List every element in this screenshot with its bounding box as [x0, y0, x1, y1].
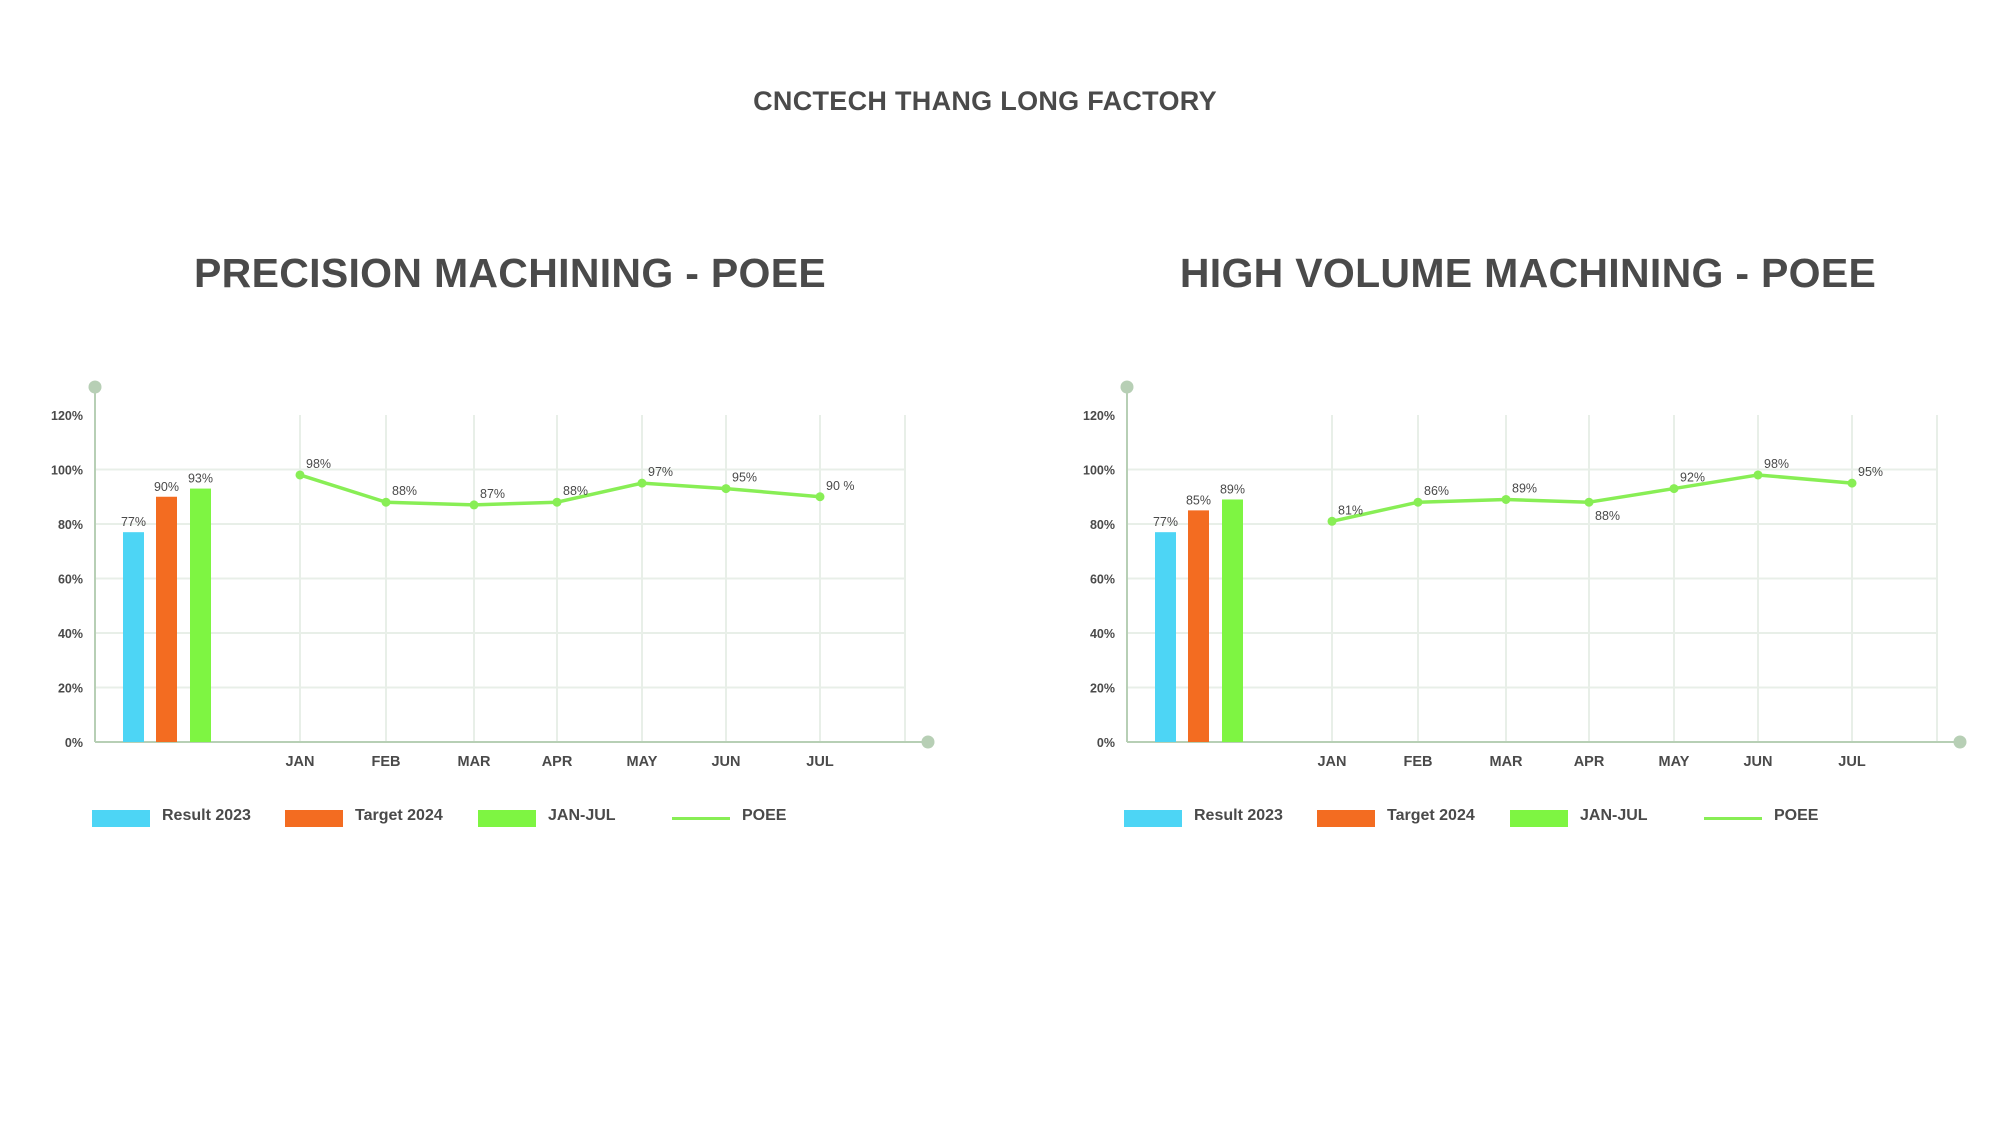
- poee-value-label: 88%: [1595, 509, 1620, 523]
- poee-point: [721, 484, 731, 494]
- bar: [190, 488, 211, 742]
- x-tick-label: APR: [1574, 754, 1605, 770]
- x-tick-label: MAR: [1489, 754, 1523, 770]
- bar: [1155, 532, 1176, 742]
- poee-point: [381, 497, 391, 507]
- poee-point: [1669, 484, 1679, 494]
- x-tick-label: FEB: [372, 754, 401, 770]
- y-tick-label: 40%: [1090, 627, 1115, 641]
- poee-value-label: 86%: [1424, 484, 1449, 498]
- y-tick-label: 100%: [51, 464, 83, 478]
- x-tick-label: JAN: [285, 754, 314, 770]
- legend-swatch-target-2024: [285, 810, 343, 827]
- poee-value-label: 89%: [1512, 481, 1537, 495]
- poee-point: [1327, 516, 1337, 526]
- y-tick-label: 40%: [58, 627, 83, 641]
- legend-line-poee: [672, 817, 730, 820]
- bar-value-label: 90%: [154, 480, 179, 494]
- x-tick-label: JUN: [1743, 754, 1772, 770]
- chart-precision-poee: 0% 20% 40% 60% 80% 100% 120% 77% 90% 93% JAN FEB MAR…: [51, 380, 935, 770]
- page-title: CNCTECH THANG LONG FACTORY: [753, 86, 1217, 116]
- bar-value-label: 77%: [1153, 515, 1178, 529]
- y-tick-label: 100%: [1083, 464, 1115, 478]
- poee-value-label: 90 %: [826, 479, 855, 493]
- bar-value-label: 89%: [1220, 482, 1245, 496]
- poee-point: [1584, 497, 1594, 507]
- bar: [123, 532, 144, 742]
- poee-value-label: 81%: [1338, 503, 1363, 517]
- x-tick-label: MAY: [627, 754, 658, 770]
- bar: [156, 496, 177, 742]
- y-tick-label: 120%: [51, 409, 83, 423]
- y-tick-label: 20%: [58, 682, 83, 696]
- x-tick-label: MAY: [1659, 754, 1690, 770]
- chart-title-high-volume: HIGH VOLUME MACHINING - POEE: [1179, 250, 1877, 296]
- poee-value-label: 98%: [1764, 457, 1789, 471]
- legend-label: JAN-JUL: [1580, 807, 1648, 824]
- poee-value-label: 98%: [306, 457, 331, 471]
- legend-swatch-result-2023: [92, 810, 150, 827]
- x-tick-label: JUL: [1838, 754, 1866, 770]
- poee-point: [1413, 497, 1423, 507]
- legend-label: Result 2023: [1194, 807, 1283, 824]
- poee-point: [637, 478, 647, 488]
- poee-value-label: 97%: [648, 465, 673, 479]
- poee-value-label: 95%: [732, 471, 757, 485]
- legend-label: POEE: [1774, 807, 1819, 824]
- poee-value-label: 88%: [563, 484, 588, 498]
- y-tick-label: 0%: [1097, 736, 1115, 750]
- y-tick-label: 20%: [1090, 682, 1115, 696]
- poee-line: [1331, 473, 1853, 523]
- poee-value-label: 88%: [392, 484, 417, 498]
- bar: [1222, 499, 1243, 742]
- y-tick-label: 60%: [58, 573, 83, 587]
- legend-swatch-target-2024: [1317, 810, 1375, 827]
- x-tick-label: JUN: [711, 754, 740, 770]
- bar-value-label: 85%: [1186, 493, 1211, 507]
- poee-point: [1753, 470, 1763, 480]
- poee-point: [552, 497, 562, 507]
- x-axis-end-marker: [1953, 735, 1967, 749]
- poee-point: [295, 470, 305, 480]
- poee-point: [469, 500, 479, 510]
- legend-swatch-jan-jul: [478, 810, 536, 827]
- y-tick-label: 80%: [1090, 518, 1115, 532]
- x-tick-label: APR: [542, 754, 573, 770]
- x-axis-end-marker: [921, 735, 935, 749]
- bar: [1188, 510, 1209, 742]
- y-axis-end-marker: [1120, 380, 1134, 394]
- legend-label: Target 2024: [1387, 807, 1475, 824]
- bar-value-label: 77%: [121, 515, 146, 529]
- legend-line-poee: [1704, 817, 1762, 820]
- poee-point: [815, 492, 825, 502]
- legend-swatch-result-2023: [1124, 810, 1182, 827]
- legend-label: JAN-JUL: [548, 807, 616, 824]
- poee-point: [1847, 478, 1857, 488]
- legend-swatch-jan-jul: [1510, 810, 1568, 827]
- x-tick-label: MAR: [457, 754, 491, 770]
- y-tick-label: 120%: [1083, 409, 1115, 423]
- legend-label: POEE: [742, 807, 787, 824]
- x-tick-label: JAN: [1317, 754, 1346, 770]
- poee-point: [1501, 494, 1511, 504]
- poee-value-label: 87%: [480, 487, 505, 501]
- y-tick-label: 60%: [1090, 573, 1115, 587]
- legend-label: Target 2024: [355, 807, 443, 824]
- y-tick-label: 80%: [58, 518, 83, 532]
- bar-value-label: 93%: [188, 472, 213, 486]
- y-axis-end-marker: [88, 380, 102, 394]
- chart-high-volume-poee: 0% 20% 40% 60% 80% 100% 120% 77% 85% 89% JAN FEB MAR…: [1083, 380, 1967, 770]
- x-tick-label: FEB: [1404, 754, 1433, 770]
- chart-title-precision: PRECISION MACHINING - POEE: [194, 250, 826, 296]
- y-tick-label: 0%: [65, 736, 83, 750]
- poee-value-label: 92%: [1680, 471, 1705, 485]
- poee-value-label: 95%: [1858, 465, 1883, 479]
- legend-label: Result 2023: [162, 807, 251, 824]
- x-tick-label: JUL: [806, 754, 834, 770]
